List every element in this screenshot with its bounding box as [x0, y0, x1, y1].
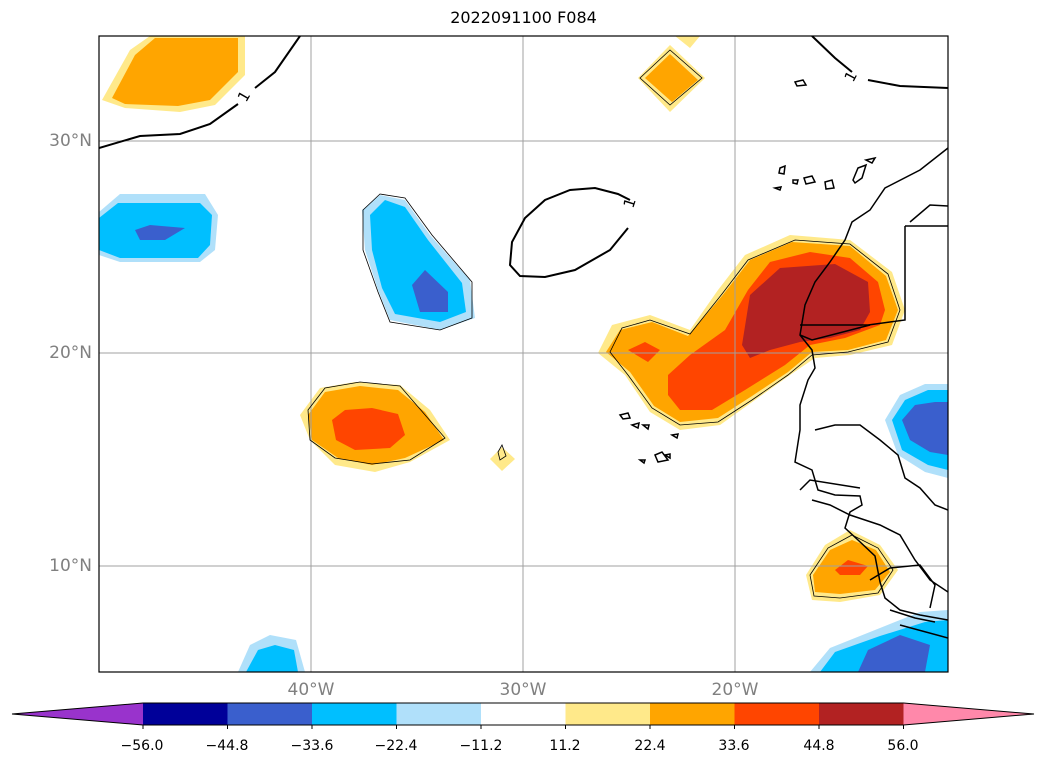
lat-label-10n: 10°N [49, 556, 92, 576]
colorbar-segment [819, 703, 904, 725]
colorbar-segment [227, 703, 313, 725]
lon-label-30w: 30°W [499, 680, 547, 700]
map-title: 2022091100 F084 [450, 8, 597, 27]
colorbar-tick-label: 22.4 [634, 738, 666, 754]
anomaly-positive-small [490, 447, 515, 471]
map-frame [98, 35, 949, 673]
anomaly-positive-nw [102, 36, 245, 112]
colorbar-segment [734, 703, 820, 725]
anomaly-negative-bottom [238, 610, 948, 672]
colorbar-tick-label: 44.8 [803, 738, 835, 754]
map-area [99, 36, 948, 672]
lat-label-30n: 30°N [49, 131, 92, 151]
colorbar-segment [565, 703, 651, 725]
contour-lines [99, 36, 948, 279]
colorbar-segment [143, 703, 228, 725]
colorbar-tick-label: 56.0 [887, 738, 919, 754]
thin-contours [307, 49, 901, 599]
anomaly-positive-east [598, 235, 905, 430]
lon-label-20w: 20°W [711, 680, 759, 700]
anomaly-negative-east [885, 384, 948, 478]
colorbar-tick-label: −33.6 [290, 738, 334, 754]
colorbar-segment [396, 703, 482, 725]
colorbar-segment [650, 703, 735, 725]
lat-label-20n: 20°N [49, 343, 92, 363]
colorbar-segment [481, 703, 566, 725]
anomaly-negative-west [99, 194, 218, 262]
anomaly-positive-south [300, 382, 450, 472]
colorbar-tick-label: −56.0 [120, 738, 164, 754]
lon-label-40w: 40°W [287, 680, 335, 700]
anomaly-negative-central [362, 195, 475, 330]
colorbar-tick-label: −11.2 [459, 738, 503, 754]
islands [618, 79, 877, 465]
colorbar [11, 702, 1035, 729]
gridlines [99, 36, 948, 672]
colorbar-segment [312, 703, 397, 725]
colorbar-tick-label: 33.6 [718, 738, 750, 754]
colorbar-tick-label: −22.4 [374, 738, 418, 754]
colorbar-tick-label: 11.2 [549, 738, 581, 754]
colorbar-extend-low [12, 703, 143, 725]
colorbar-tick-label: −44.8 [205, 738, 249, 754]
colorbar-extend-high [903, 703, 1034, 725]
anomaly-positive-top [638, 36, 705, 112]
coastlines [794, 147, 948, 639]
